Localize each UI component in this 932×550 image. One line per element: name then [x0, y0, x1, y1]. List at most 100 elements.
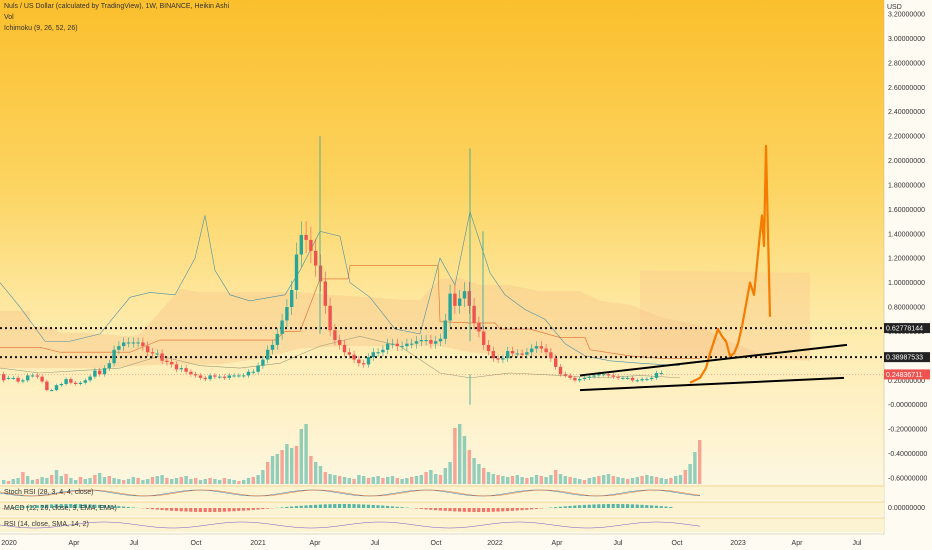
- price-tick-label: 2.40000000: [888, 109, 925, 116]
- candle: [635, 378, 639, 383]
- time-tick-label: Oct: [672, 540, 683, 547]
- candle: [93, 367, 97, 379]
- price-tick-label: 0.80000000: [888, 305, 925, 312]
- candle: [554, 354, 558, 370]
- candle: [328, 297, 332, 337]
- macd-label: MACD (12, 26, close, 9, EMA, EMA): [4, 505, 117, 512]
- price-unit: USD: [887, 4, 902, 11]
- projection-line: [689, 144, 772, 384]
- time-tick-label: Oct: [191, 540, 202, 547]
- candle: [357, 355, 361, 367]
- oscillator-axis-label: 0.00000000: [888, 505, 925, 512]
- candle: [304, 221, 308, 254]
- price-tick-label: 3.20000000: [888, 12, 925, 19]
- upper-trendline[interactable]: [579, 343, 848, 377]
- candle: [381, 345, 385, 357]
- time-axis-ticks: 2020 Apr Jul Oct 2021 Apr Jul Oct 2022 Apr Jul Oct 2…: [1, 540, 862, 547]
- candle: [626, 375, 630, 381]
- candle: [558, 363, 563, 377]
- candle: [59, 382, 63, 387]
- candle: [11, 375, 15, 381]
- candle: [198, 373, 203, 381]
- candle: [386, 338, 390, 355]
- candle: [645, 377, 649, 382]
- candle: [78, 380, 83, 386]
- candle: [501, 354, 505, 364]
- candle: [534, 341, 539, 354]
- price-tick-label: 1.80000000: [888, 182, 925, 189]
- candle: [261, 355, 265, 369]
- candle: [525, 348, 529, 359]
- time-tick-label: 2020: [1, 540, 17, 547]
- candle: [630, 375, 635, 383]
- price-tick-label: 2.00000000: [888, 158, 925, 165]
- candle: [371, 348, 375, 361]
- candle: [376, 348, 380, 357]
- price-tick-label: 3.00000000: [888, 36, 925, 43]
- candle: [659, 370, 663, 376]
- time-tick-label: Jul: [130, 540, 139, 547]
- candle: [314, 238, 318, 277]
- candle: [333, 324, 337, 346]
- lower-trendline[interactable]: [579, 376, 845, 392]
- price-label-box: [884, 323, 930, 334]
- candle: [290, 280, 294, 315]
- candle: [131, 337, 135, 348]
- candle: [2, 371, 6, 383]
- candle: [448, 284, 452, 328]
- candle: [318, 254, 323, 292]
- candle: [218, 374, 222, 379]
- stoch-rsi-label: Stoch RSI (28, 3, 4, 4, close): [4, 489, 94, 496]
- price-tick-label: -0.20000000: [888, 427, 927, 434]
- candle: [482, 325, 486, 350]
- candle: [424, 334, 428, 346]
- candle: [112, 345, 116, 367]
- candle: [30, 373, 35, 378]
- candle: [338, 334, 342, 350]
- candle: [160, 349, 164, 365]
- price-tick-label: 1.40000000: [888, 231, 925, 238]
- candle: [438, 333, 443, 347]
- candle: [611, 373, 615, 379]
- candle: [26, 373, 30, 383]
- candle: [179, 365, 183, 373]
- candle: [568, 373, 572, 381]
- price-tick-label: -0.00000000: [888, 402, 927, 409]
- price-projection: [689, 144, 772, 384]
- candle: [40, 374, 44, 384]
- candle: [549, 348, 553, 363]
- candle: [400, 341, 404, 351]
- candle: [35, 373, 39, 379]
- candle: [98, 367, 102, 377]
- price-label: 0.62778144: [886, 326, 923, 333]
- time-tick-label: 2021: [250, 540, 266, 547]
- candle: [352, 350, 356, 364]
- candle: [141, 337, 145, 351]
- ichimoku-legend: Ichimoku (9, 26, 52, 26): [4, 25, 78, 32]
- price-label-box: [884, 369, 930, 380]
- candle: [203, 375, 207, 382]
- candle: [453, 284, 457, 314]
- price-tick-label: 1.60000000: [888, 207, 925, 214]
- candle: [510, 346, 515, 358]
- ichimoku-cloud: [0, 270, 810, 369]
- candle: [563, 371, 567, 378]
- candle: [654, 370, 659, 381]
- time-tick-label: Jul: [371, 540, 380, 547]
- candle: [491, 346, 495, 363]
- candle: [74, 380, 78, 386]
- candle: [155, 349, 159, 358]
- price-label: 0.38987533: [886, 355, 923, 362]
- candle: [539, 341, 543, 354]
- candle: [150, 348, 155, 358]
- candle: [573, 375, 577, 383]
- time-tick-label: Apr: [69, 540, 81, 547]
- price-tick-label: 2.80000000: [888, 60, 925, 67]
- candle: [184, 365, 188, 375]
- price-tick-label: -0.40000000: [888, 451, 927, 458]
- candle: [251, 369, 255, 375]
- candle: [582, 375, 587, 382]
- volume-bars: [2, 424, 702, 484]
- candle: [107, 359, 111, 372]
